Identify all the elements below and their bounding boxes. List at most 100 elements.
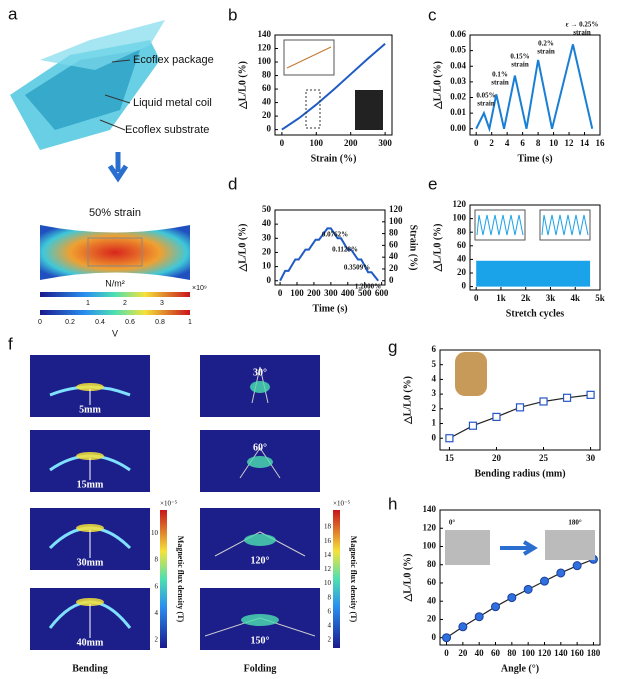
annotation: strain: [537, 48, 555, 56]
field-hotspot: [241, 614, 279, 626]
annotation: 180°: [568, 519, 582, 527]
colorbar-tick: 2: [155, 636, 159, 644]
y-tick-label: 0.01: [450, 107, 466, 117]
y-tick-label: 100: [423, 541, 437, 551]
y-axis-label: △L/L0 (%): [237, 224, 248, 273]
y-tick-label: 0.04: [450, 60, 466, 70]
panel-letter: a: [8, 4, 18, 23]
x-tick-label: 20: [492, 453, 502, 463]
annotation: strain: [477, 100, 495, 108]
folded-device: [214, 531, 306, 557]
unit: N/m²: [105, 278, 125, 288]
colorbar-tick: 4: [328, 621, 332, 629]
annotation: 0.0762%: [322, 231, 348, 239]
arrow: [500, 540, 538, 556]
y-tick-label: 0: [432, 432, 437, 442]
x-tick-label: 15: [445, 453, 455, 463]
colorbar-tick: 16: [324, 537, 332, 545]
y-tick-label: 0.06: [450, 29, 466, 39]
y-tick-label: 20: [427, 614, 437, 624]
field-hotspot: [76, 452, 104, 460]
area: [476, 260, 591, 287]
column-label: Bending: [72, 663, 108, 674]
bend-label: 15mm: [77, 479, 104, 490]
marker: [474, 612, 484, 622]
voltage-ticks: 0 0.2 0.4 0.6 0.8 1: [38, 319, 192, 326]
marker: [586, 390, 595, 399]
y2-tick-label: 80: [389, 228, 399, 238]
annotation: 0.3509%: [344, 264, 370, 272]
arrow: [107, 152, 129, 183]
x-tick-label: 2k: [521, 293, 531, 303]
marker: [515, 403, 525, 412]
y2-tick-label: 120: [389, 204, 403, 214]
zoom-box: [305, 89, 321, 129]
y2-tick-label: 60: [389, 239, 399, 249]
x-tick-label: 2: [489, 138, 494, 148]
y-tick-label: 5: [432, 359, 437, 369]
y-tick-label: 40: [262, 97, 272, 107]
y-axis-label: △L/L0 (%): [402, 554, 413, 603]
x-tick-label: 40: [475, 648, 485, 658]
y-tick-label: 4: [432, 373, 437, 383]
field-hotspot: [76, 383, 104, 391]
x-tick-label: 10: [549, 138, 559, 148]
marker: [556, 568, 566, 578]
x-tick-label: 200: [344, 138, 358, 148]
x-tick-label: 200: [307, 288, 321, 298]
x-tick-label: 16: [596, 138, 606, 148]
y2-tick-label: 20: [389, 263, 399, 273]
inset-line: [286, 46, 332, 69]
colorbar-tick: 0: [38, 319, 42, 326]
y-tick-label: 0: [267, 124, 272, 134]
x-tick-label: 3k: [546, 293, 556, 303]
field-hotspot: [244, 534, 276, 546]
panel-letter: e: [428, 174, 437, 193]
colorbar-tick: 10: [324, 579, 332, 587]
annotation: strain: [511, 61, 529, 69]
photo-inset: [455, 352, 487, 396]
y-tick-label: 3: [432, 388, 437, 398]
x-tick-label: 60: [491, 648, 501, 658]
marker: [523, 584, 533, 594]
panel-letter: f: [8, 334, 13, 353]
marker: [458, 622, 468, 632]
colorbar-scale: ×10⁹: [192, 285, 207, 292]
fold-label: 30°: [253, 367, 267, 378]
colorbar: [160, 510, 167, 648]
colorbar-tick: 6: [155, 582, 159, 590]
x-tick-label: 100: [310, 138, 324, 148]
y2-tick-label: 40: [389, 251, 399, 261]
x-tick-label: 500: [358, 288, 372, 298]
plot-frame: [439, 509, 601, 646]
plot-frame: [274, 209, 386, 286]
photo-inset: [445, 530, 490, 565]
annotation: 0.15%: [510, 53, 529, 61]
y-tick-label: 80: [457, 226, 467, 236]
colorbar-tick: 0.2: [65, 319, 75, 326]
fold-label: 150°: [251, 635, 270, 646]
y2-tick-label: 100: [389, 216, 403, 226]
bend-label: 30mm: [77, 557, 104, 568]
annotation: 0.1%: [492, 71, 508, 79]
line: [279, 227, 380, 282]
unit: V: [112, 328, 118, 338]
line: [446, 558, 594, 639]
y-axis-label: △L/L0 (%): [432, 224, 443, 273]
field-hotspot: [250, 381, 270, 393]
colorbar-tick: 0.8: [155, 319, 165, 326]
bend-label: 40mm: [77, 637, 104, 648]
fold-label: 120°: [251, 555, 270, 566]
plot-frame: [439, 349, 601, 451]
x-tick-label: 140: [554, 648, 568, 658]
leader: [111, 59, 131, 63]
x-tick-label: 25: [539, 453, 549, 463]
y-tick-label: 0.00: [450, 123, 466, 133]
marker: [468, 421, 478, 430]
y-tick-label: 20: [457, 267, 467, 277]
y-tick-label: 120: [423, 522, 437, 532]
layer-label: Ecoflex substrate: [125, 124, 209, 136]
y-tick-label: 60: [457, 240, 467, 250]
x-tick-label: 4: [505, 138, 510, 148]
y-tick-label: 140: [258, 29, 272, 39]
